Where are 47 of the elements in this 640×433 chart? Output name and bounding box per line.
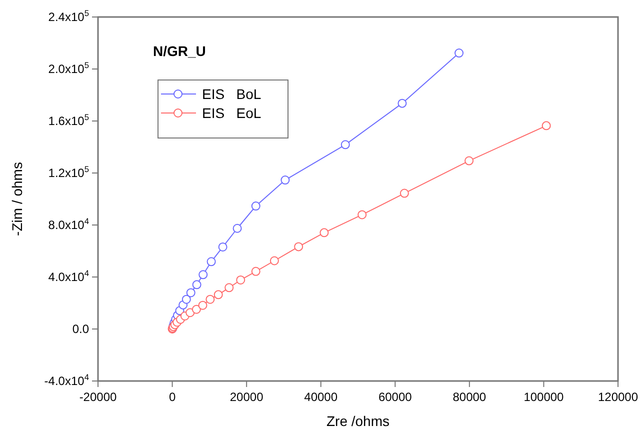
x-tick-label: 100000	[524, 390, 564, 404]
y-axis-title: -Zim / ohms	[9, 162, 25, 236]
y-tick-label: 0.0	[72, 322, 90, 336]
point	[464, 156, 474, 166]
y-tick-label: 8.0x10$^{4}$	[48, 216, 90, 232]
x-tick-label: 20000	[230, 390, 264, 404]
legend-label: EIS EoL	[202, 105, 262, 121]
x-axis-title: Zre /ohms	[326, 413, 390, 429]
y-tick-label: 2.0x10$^{5}$	[48, 60, 90, 76]
point	[198, 300, 208, 310]
point	[182, 294, 191, 304]
x-tick-label: 40000	[304, 390, 338, 404]
point	[218, 242, 228, 252]
x-tick-label: 0	[168, 390, 176, 404]
y-tick-label: 1.2x10$^{5}$	[48, 164, 90, 180]
y-tick-label: -4.0x10$^{4}$	[44, 372, 90, 388]
point	[251, 266, 260, 276]
point	[236, 275, 246, 284]
point	[214, 290, 223, 300]
point	[358, 210, 367, 220]
point	[542, 121, 551, 130]
y-tick-label: 2.4x10$^{5}$	[48, 8, 90, 24]
point	[198, 270, 208, 280]
point	[192, 304, 201, 314]
point	[251, 202, 260, 211]
point	[232, 224, 242, 233]
point	[340, 140, 350, 150]
point	[400, 188, 409, 198]
point	[398, 98, 407, 108]
x-tick-label: 80000	[452, 390, 486, 404]
text: N/GR_U	[153, 43, 206, 59]
x-tick-label: 60000	[378, 390, 412, 404]
point	[270, 256, 279, 266]
point	[294, 242, 304, 252]
y-tick-label: 4.0x10$^{4}$	[48, 268, 90, 284]
point	[192, 280, 202, 290]
y-tick-label: 1.6x10$^{5}$	[48, 112, 90, 128]
point	[280, 176, 290, 185]
point	[454, 48, 464, 58]
point	[320, 228, 329, 238]
point	[206, 257, 216, 266]
legend-label: EIS BoL	[202, 86, 262, 102]
point	[206, 294, 215, 304]
x-tick-label: -20000	[79, 390, 118, 404]
point	[186, 288, 196, 298]
x-tick-label: 120000	[598, 390, 638, 404]
point	[224, 283, 234, 292]
